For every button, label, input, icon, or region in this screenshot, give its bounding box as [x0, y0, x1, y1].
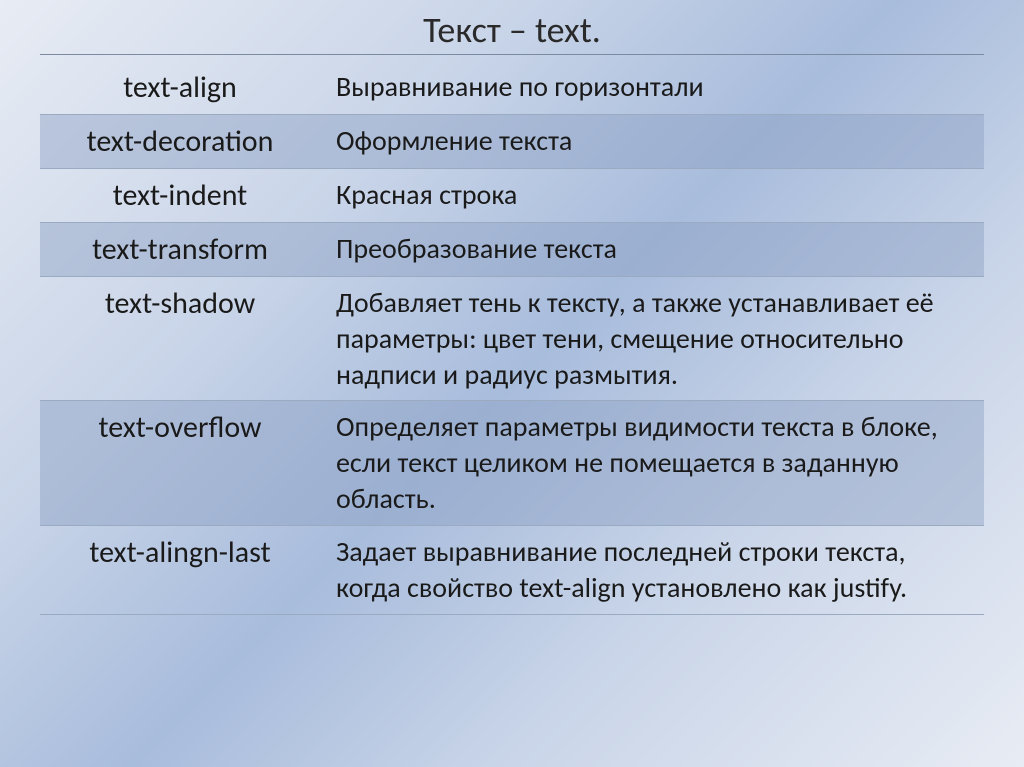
property-description: Определяет параметры видимости текста в …: [320, 401, 984, 524]
table-row: text-shadowДобавляет тень к тексту, а та…: [40, 277, 984, 401]
property-description: Выравнивание по горизонтали: [320, 61, 984, 114]
property-description: Задает выравнивание последней строки тек…: [320, 526, 984, 614]
css-properties-table: text-alignВыравнивание по горизонталиtex…: [40, 61, 984, 615]
table-row: text-transformПреобразование текста: [40, 223, 984, 277]
property-name: text-overflow: [40, 401, 320, 524]
property-name: text-align: [40, 61, 320, 114]
property-description: Добавляет тень к тексту, а также устанав…: [320, 277, 984, 400]
slide: Текст – text. text-alignВыравнивание по …: [0, 0, 1024, 767]
property-name: text-decoration: [40, 115, 320, 168]
property-name: text-alingn-last: [40, 526, 320, 614]
table-row: text-alignВыравнивание по горизонтали: [40, 61, 984, 115]
property-name: text-indent: [40, 169, 320, 222]
slide-title: Текст – text.: [40, 8, 984, 55]
table-row: text-alingn-lastЗадает выравнивание посл…: [40, 526, 984, 615]
table-row: text-decorationОформление текста: [40, 115, 984, 169]
table-row: text-overflowОпределяет параметры видимо…: [40, 401, 984, 525]
table-row: text-indentКрасная строка: [40, 169, 984, 223]
property-description: Преобразование текста: [320, 223, 984, 276]
property-description: Оформление текста: [320, 115, 984, 168]
property-name: text-transform: [40, 223, 320, 276]
property-description: Красная строка: [320, 169, 984, 222]
property-name: text-shadow: [40, 277, 320, 400]
